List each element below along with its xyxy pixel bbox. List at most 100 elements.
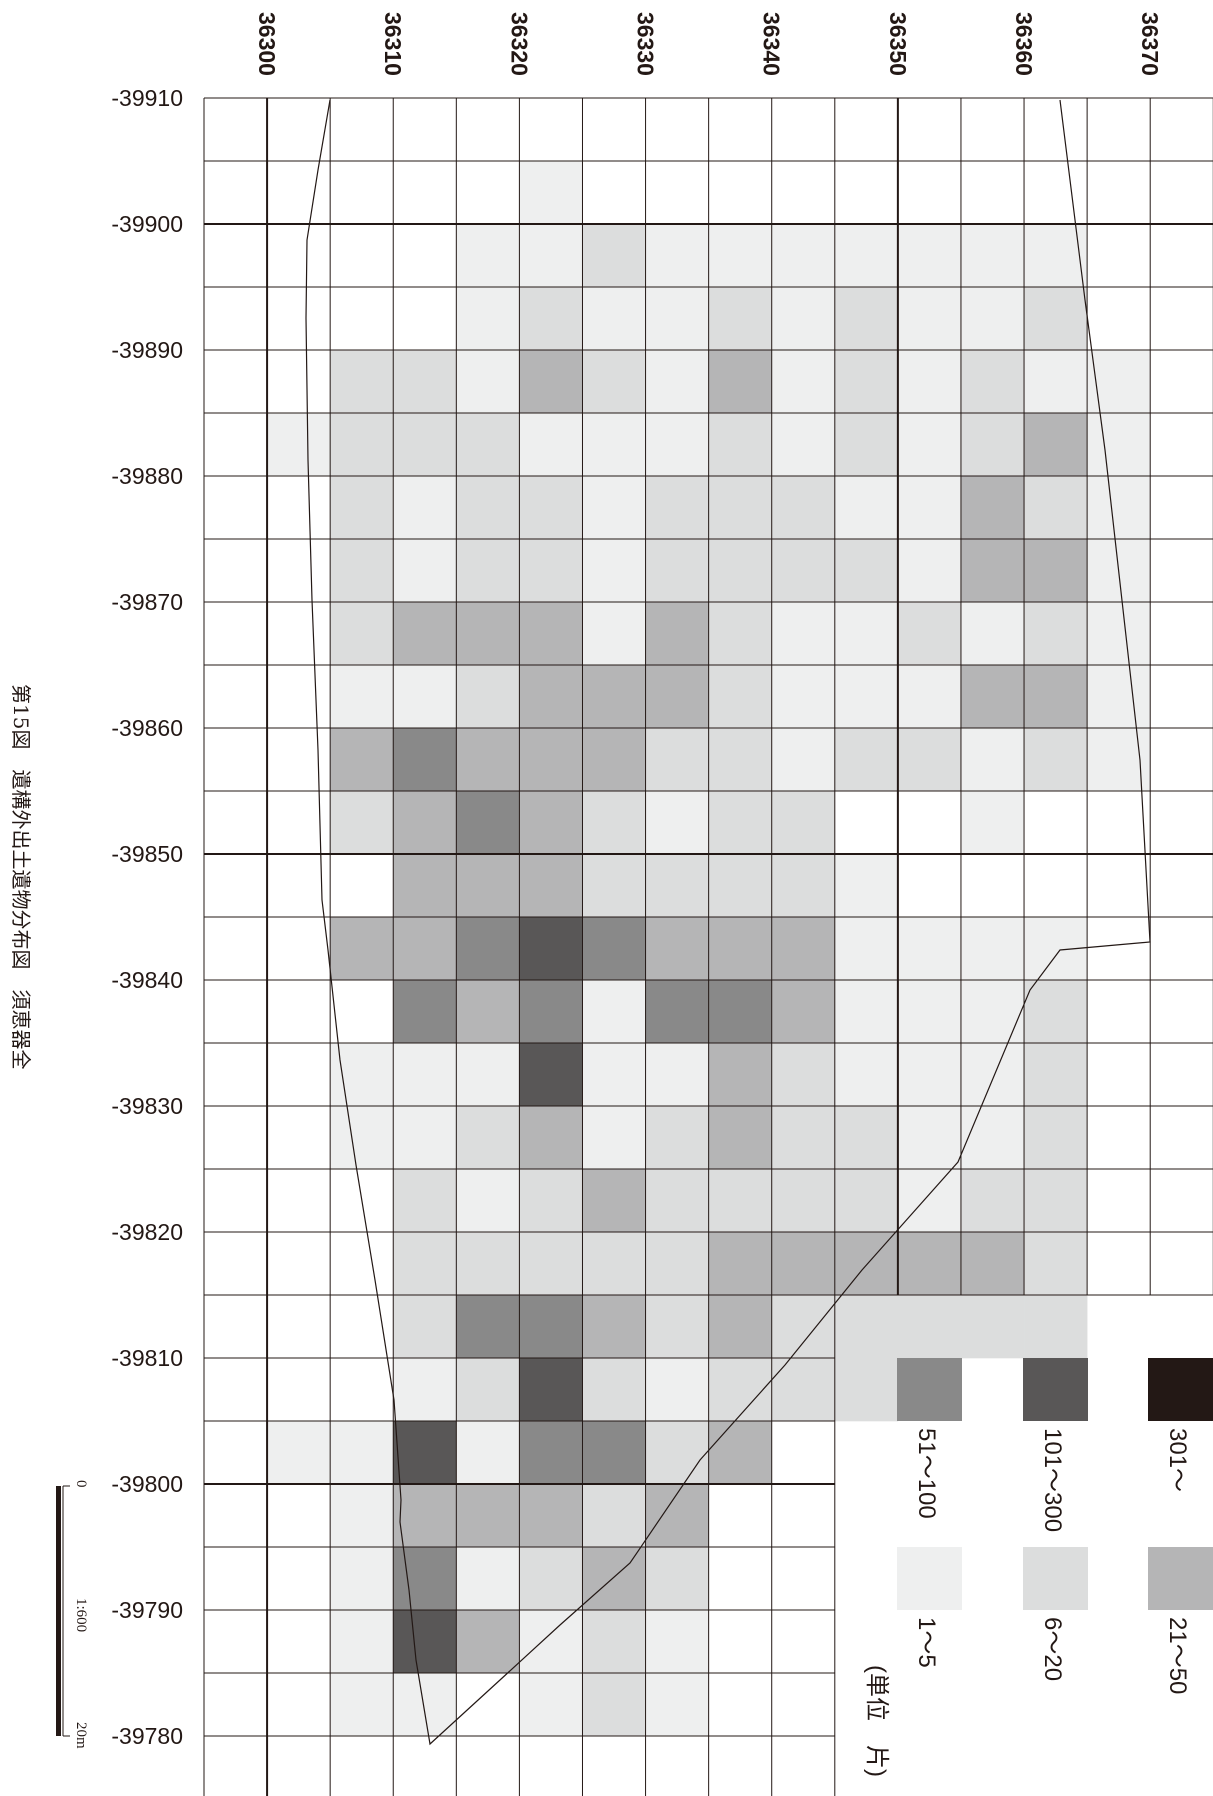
grid-cell bbox=[897, 1169, 962, 1233]
legend-label-101-300: 101～300 bbox=[1039, 1428, 1066, 1532]
grid-cell bbox=[456, 476, 520, 540]
grid-cell bbox=[897, 728, 962, 792]
grid-cell bbox=[645, 476, 709, 540]
grid-cell bbox=[582, 413, 646, 477]
grid-cell bbox=[519, 1610, 583, 1674]
legend-label-6-20: 6～20 bbox=[1039, 1617, 1066, 1681]
grid-cell bbox=[708, 1421, 773, 1485]
grid-cell bbox=[771, 728, 836, 792]
grid-cell bbox=[582, 350, 646, 414]
grid-cell bbox=[708, 980, 773, 1044]
grid-cell bbox=[645, 1484, 709, 1548]
grid-cell bbox=[645, 1673, 709, 1737]
grid-cell bbox=[582, 1547, 646, 1611]
grid-cell bbox=[708, 476, 773, 540]
grid-cell bbox=[834, 1106, 899, 1170]
grid-cell bbox=[393, 1106, 457, 1170]
grid-cell bbox=[1024, 1169, 1088, 1233]
grid-cell bbox=[393, 1232, 457, 1296]
grid-cell bbox=[330, 1484, 394, 1548]
grid-cell bbox=[519, 476, 583, 540]
grid-cell bbox=[834, 1295, 899, 1359]
grid-cell bbox=[1024, 1043, 1088, 1107]
grid-cell bbox=[456, 224, 520, 288]
grid-cell bbox=[456, 1169, 520, 1233]
grid-cell bbox=[519, 1295, 583, 1359]
grid-cell bbox=[645, 539, 709, 603]
grid-cell bbox=[582, 539, 646, 603]
grid-cell bbox=[645, 1295, 709, 1359]
grid-cell bbox=[330, 1106, 394, 1170]
grid-cell bbox=[1024, 1232, 1088, 1296]
grid-cell bbox=[708, 1358, 773, 1422]
grid-cell bbox=[960, 287, 1025, 351]
grid-cell bbox=[897, 602, 962, 666]
grid-cell bbox=[897, 1295, 962, 1359]
grid-cell bbox=[330, 539, 394, 603]
grid-cell bbox=[582, 287, 646, 351]
legend-label-1-5: 1～5 bbox=[913, 1617, 940, 1668]
legend-label-21-50: 21～50 bbox=[1164, 1617, 1191, 1694]
grid-cell bbox=[1024, 728, 1088, 792]
grid-cell bbox=[771, 665, 836, 729]
grid-cell bbox=[771, 1169, 836, 1233]
legend-label-301: 301～ bbox=[1164, 1428, 1191, 1492]
grid-cell bbox=[897, 476, 962, 540]
scale-ratio-label: 1:600 bbox=[73, 1598, 89, 1632]
grid-cell bbox=[708, 1169, 773, 1233]
grid-cell bbox=[456, 1295, 520, 1359]
grid-cell bbox=[1024, 476, 1088, 540]
grid-cell bbox=[708, 854, 773, 918]
grid-cell bbox=[330, 791, 394, 855]
grid-cell bbox=[330, 476, 394, 540]
grid-cell bbox=[645, 665, 709, 729]
grid-cell bbox=[393, 413, 457, 477]
grid-cell bbox=[330, 728, 394, 792]
grid-cell bbox=[771, 350, 836, 414]
grid-cell bbox=[645, 980, 709, 1044]
grid-cell bbox=[330, 1610, 394, 1674]
grid-cell bbox=[519, 1358, 583, 1422]
grid-cell bbox=[1087, 665, 1151, 729]
grid-cell bbox=[456, 1484, 520, 1548]
grid-cell bbox=[834, 350, 899, 414]
legend-swatch-1-5 bbox=[897, 1547, 962, 1610]
grid-cell bbox=[582, 665, 646, 729]
grid-cell bbox=[960, 917, 1025, 981]
grid-cell bbox=[1024, 350, 1088, 414]
grid-cell bbox=[708, 602, 773, 666]
count-cells bbox=[267, 161, 1151, 1737]
grid-cell bbox=[1024, 980, 1088, 1044]
grid-cell bbox=[519, 1673, 583, 1737]
grid-cell bbox=[645, 224, 709, 288]
grid-cell bbox=[708, 1043, 773, 1107]
grid-cell bbox=[771, 1232, 836, 1296]
legend-swatch-21-50 bbox=[1148, 1547, 1213, 1610]
grid-cell bbox=[456, 287, 520, 351]
grid-cell bbox=[519, 413, 583, 477]
y-axis-label: -39890 bbox=[111, 337, 183, 363]
grid-cell bbox=[771, 1358, 836, 1422]
grid-cell bbox=[897, 917, 962, 981]
legend-swatch-6-20 bbox=[1023, 1547, 1088, 1610]
grid-cell bbox=[519, 791, 583, 855]
grid-cell bbox=[393, 1169, 457, 1233]
grid-cell bbox=[582, 476, 646, 540]
x-axis-label: 36340 bbox=[759, 12, 785, 76]
grid-cell bbox=[582, 1232, 646, 1296]
site-boundary-line bbox=[305, 99, 1151, 1746]
grid-cell bbox=[456, 413, 520, 477]
x-axis-label: 36320 bbox=[506, 12, 532, 76]
grid-cell bbox=[834, 980, 899, 1044]
grid-cell bbox=[393, 917, 457, 981]
grid-cell bbox=[582, 854, 646, 918]
grid-cell bbox=[708, 1232, 773, 1296]
grid-cell bbox=[519, 1421, 583, 1485]
grid-cell bbox=[771, 980, 836, 1044]
scale-end-label: 20m bbox=[73, 1722, 89, 1749]
grid-cell bbox=[708, 1106, 773, 1170]
grid-cell bbox=[330, 1043, 394, 1107]
grid-cell bbox=[582, 1421, 646, 1485]
grid-cell bbox=[393, 602, 457, 666]
legend-label-51-100: 51～100 bbox=[913, 1428, 940, 1519]
